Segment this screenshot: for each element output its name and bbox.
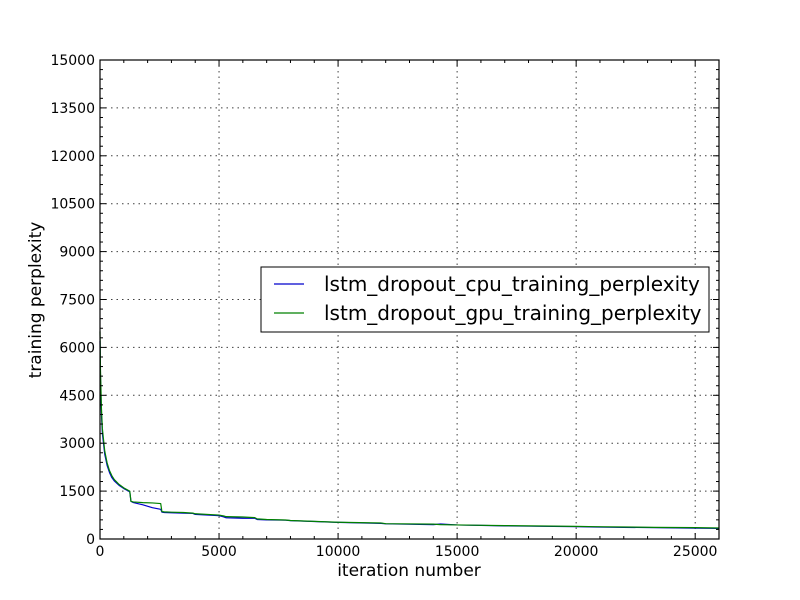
x-tick-label: 25000 — [673, 544, 718, 560]
y-tick-label: 0 — [86, 532, 95, 548]
y-tick-label: 12000 — [50, 149, 95, 165]
y-tick-label: 15000 — [50, 53, 95, 69]
y-tick-label: 4500 — [59, 388, 95, 404]
x-tick-label: 15000 — [435, 544, 480, 560]
legend-label: lstm_dropout_gpu_training_perplexity — [324, 301, 702, 325]
y-axis-label: training perplexity — [26, 222, 46, 379]
y-tick-label: 3000 — [59, 436, 95, 452]
x-tick-label: 0 — [96, 544, 105, 560]
y-tick-label: 7500 — [59, 293, 95, 309]
x-tick-label: 5000 — [201, 544, 237, 560]
series-line-cpu — [99, 341, 720, 530]
series-line-gpu — [99, 331, 720, 529]
legend-label: lstm_dropout_cpu_training_perplexity — [324, 272, 700, 296]
y-tick-label: 6000 — [59, 340, 95, 356]
y-tick-label: 9000 — [59, 245, 95, 261]
tick-layer: 0 5000 10000 15000 20000 25000 0 1500 3000 4500 60… — [50, 53, 720, 560]
legend: lstm_dropout_cpu_training_perplexitylstm… — [260, 266, 710, 333]
y-tick-label: 10500 — [50, 197, 95, 213]
x-tick-label: 20000 — [554, 544, 599, 560]
y-tick-label: 13500 — [50, 101, 95, 117]
legend-box — [260, 266, 710, 333]
y-tick-label: 1500 — [59, 484, 95, 500]
x-axis-label: iteration number — [337, 561, 481, 581]
x-tick-label: 10000 — [316, 544, 361, 560]
series-layer — [99, 331, 720, 530]
